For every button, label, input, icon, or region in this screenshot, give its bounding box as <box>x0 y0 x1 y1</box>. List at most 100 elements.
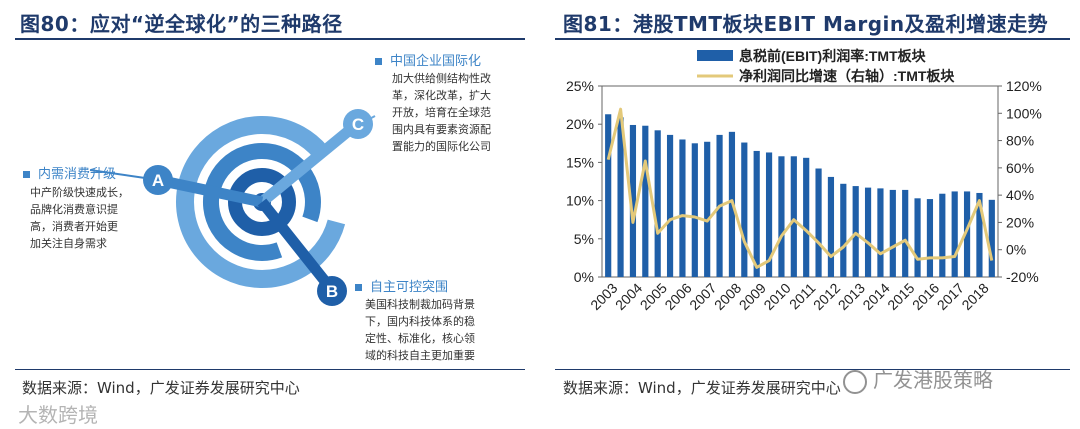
bar <box>914 198 921 277</box>
x-tick-label: 2008 <box>711 280 744 313</box>
bar <box>666 134 674 277</box>
bar <box>864 187 872 277</box>
legend-bar-swatch <box>697 50 733 61</box>
bar <box>976 192 983 277</box>
leader-a <box>89 169 146 179</box>
left-figure-panel: 图80：应对“逆全球化”的三种路径 A B C 中国企业国际化 加大供给侧结构性… <box>15 12 525 427</box>
bar <box>642 125 649 277</box>
right-figure-panel: 图81：港股TMT板块EBIT Margin及盈利增速走势 息税前(EBIT)利… <box>545 0 1080 429</box>
left-figure-title: 图80：应对“逆全球化”的三种路径 <box>20 12 343 36</box>
right-bottom-rule <box>555 369 1070 370</box>
legend-line-label: 净利润同比增速（右轴）:TMT板块 <box>739 68 955 84</box>
y-tick-label: 20% <box>566 116 594 132</box>
bar <box>803 157 810 277</box>
right-watermark: 广发港股策略 <box>843 364 993 394</box>
bar <box>704 141 711 277</box>
x-tick-label: 2010 <box>760 280 793 313</box>
path-c-body: 加大供给侧结构性改 革，深化改革，扩大 开放，培育在全球范 围内具有要素资源配 … <box>392 72 491 153</box>
target-diagram: A B C <box>89 109 376 306</box>
bar <box>951 191 958 277</box>
right-source: 数据来源：Wind，广发证券发展研究中心 <box>563 379 841 397</box>
chart-legend: 息税前(EBIT)利润率:TMT板块 净利润同比增速（右轴）:TMT板块 <box>697 48 955 84</box>
marker-c-label: C <box>352 115 364 134</box>
x-tick-label: 2009 <box>736 280 769 313</box>
bar <box>988 199 995 277</box>
bar <box>617 117 624 277</box>
bar <box>902 189 909 277</box>
bar <box>654 130 661 277</box>
path-a-body: 中产阶级快速成长， 品牌化消费意识提 高，消费者开始更 加关注自身需求 <box>30 186 129 250</box>
wechat-icon <box>843 369 867 394</box>
connector-a <box>156 174 264 208</box>
bar <box>691 143 698 277</box>
middle-ring <box>203 143 321 261</box>
chart-axes: 0% 5% 10% 15% 20% 25% -20% 0% 20% 40% 60% 80% 100% 12… <box>566 78 1042 285</box>
y2-tick-label: 20% <box>1006 214 1034 230</box>
y-tick-label: 0% <box>574 269 594 285</box>
x-tick-label: 2006 <box>661 280 694 313</box>
bar <box>790 156 797 277</box>
bar <box>926 199 934 277</box>
x-tick-label: 2005 <box>637 280 670 313</box>
y2-tick-label: 80% <box>1006 133 1034 149</box>
marker-b-label: B <box>326 282 338 301</box>
left-watermark: 大数跨境 <box>18 403 98 427</box>
y2-tick-label: -20% <box>1006 269 1039 285</box>
bullet-square-icon <box>375 58 382 65</box>
bar <box>852 186 859 277</box>
x-tick-label: 2011 <box>786 280 819 313</box>
marker-c-circle <box>343 109 373 139</box>
x-tick-label: 2004 <box>612 280 645 313</box>
bar <box>963 191 971 277</box>
path-c-title: 中国企业国际化 <box>375 50 481 69</box>
x-tick-label: 2013 <box>835 280 868 313</box>
ebit-margin-chart: 息税前(EBIT)利润率:TMT板块 净利润同比增速（右轴）:TMT板块 0% 5… <box>566 48 1042 313</box>
bar <box>741 142 748 277</box>
right-figure-title: 图81：港股TMT板块EBIT Margin及盈利增速走势 <box>563 12 1049 36</box>
bar <box>877 188 884 277</box>
right-title-rule <box>555 38 1070 40</box>
bar <box>778 156 785 277</box>
y2-tick-label: 100% <box>1006 105 1042 121</box>
y2-tick-label: 120% <box>1006 78 1042 94</box>
bar <box>629 124 637 278</box>
x-tick-label: 2015 <box>884 280 917 313</box>
bar <box>765 152 773 277</box>
x-tick-label: 2017 <box>934 280 967 313</box>
y2-tick-label: 60% <box>1006 160 1034 176</box>
growth-line <box>606 107 994 269</box>
x-tick-label: 2016 <box>909 280 942 313</box>
bar <box>679 139 686 277</box>
outer-ring <box>176 116 346 288</box>
y2-tick-label: 40% <box>1006 187 1034 203</box>
marker-a-label: A <box>152 171 164 190</box>
inner-ring <box>228 168 296 236</box>
marker-a-circle <box>143 165 173 195</box>
path-a-title: 内需消费升级 <box>23 163 116 182</box>
y-tick-label: 15% <box>566 154 594 170</box>
bar <box>815 168 822 277</box>
bullet-square-icon <box>23 171 30 178</box>
bar <box>753 150 760 277</box>
x-tick-label: 2018 <box>958 280 991 313</box>
x-tick-label: 2014 <box>859 280 892 313</box>
marker-b-circle <box>317 276 347 306</box>
bar <box>827 176 835 277</box>
left-source: 数据来源：Wind，广发证券发展研究中心 <box>22 379 300 397</box>
bar <box>939 193 946 277</box>
bar <box>605 114 612 277</box>
y2-tick-label: 0% <box>1006 242 1026 258</box>
y-tick-label: 5% <box>574 231 594 247</box>
connector-c <box>258 119 361 207</box>
plot-frame <box>601 85 999 278</box>
connector-b <box>257 198 337 294</box>
left-bottom-rule <box>15 369 525 370</box>
path-b-title: 自主可控突围 <box>355 276 448 295</box>
x-tick-label: 2007 <box>686 280 719 313</box>
x-tick-labels: 2003200420052006200720082009201020112012… <box>587 280 992 313</box>
legend-bar-label: 息税前(EBIT)利润率:TMT板块 <box>739 48 927 64</box>
y-tick-label: 10% <box>566 193 594 209</box>
bar-series <box>605 114 995 278</box>
line-series <box>606 107 994 269</box>
bullet-square-icon <box>355 284 362 291</box>
